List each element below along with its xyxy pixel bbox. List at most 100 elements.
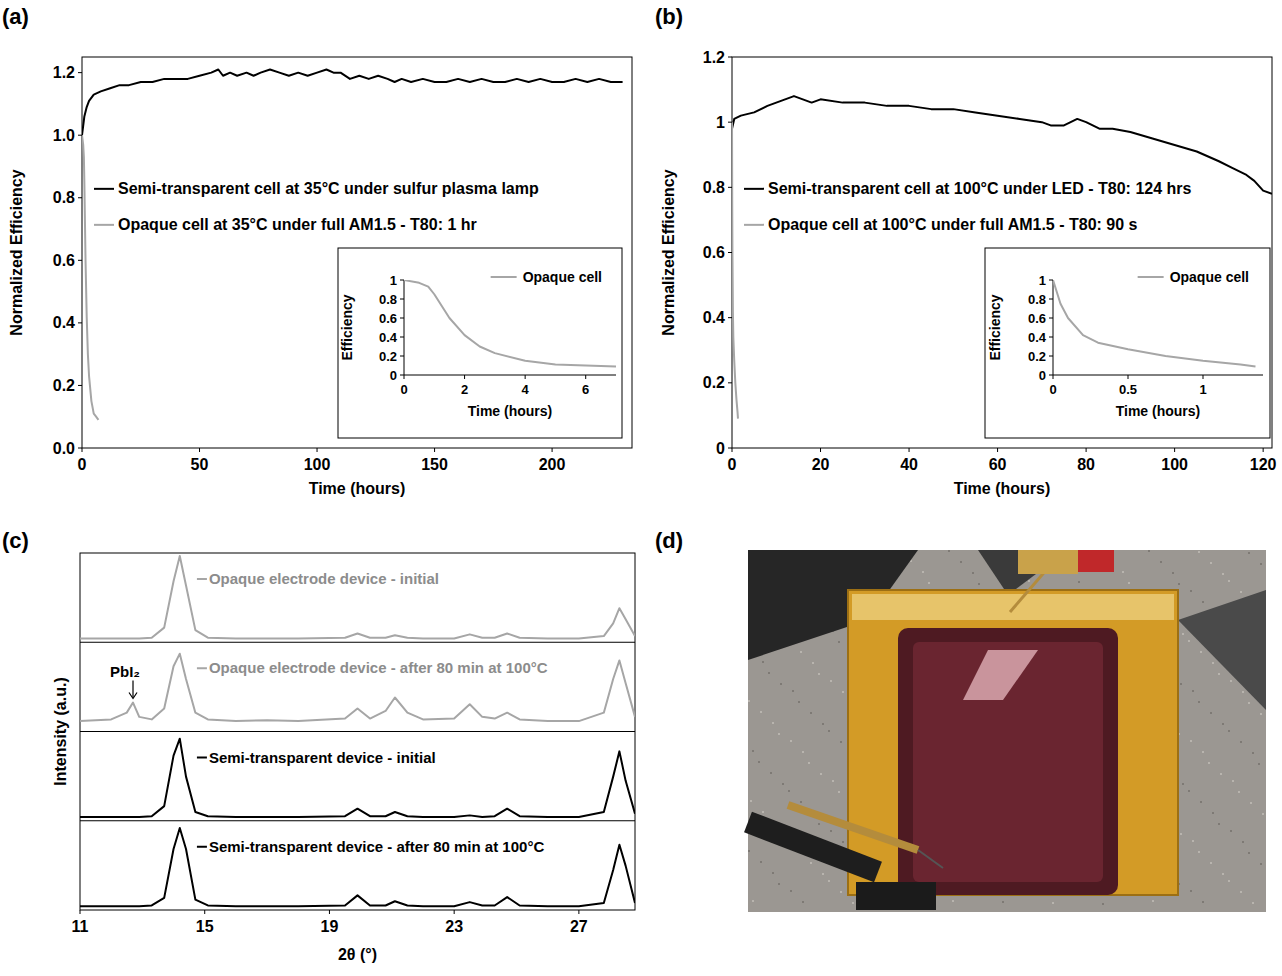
- speckle: [1252, 752, 1254, 754]
- speckle: [1258, 763, 1260, 765]
- y-axis: [404, 280, 405, 375]
- speckle: [778, 883, 780, 885]
- speckle: [830, 680, 832, 682]
- y-tick-label: 0.2: [1028, 349, 1046, 364]
- band-separator: [80, 731, 635, 732]
- speckle: [960, 561, 962, 563]
- series-label-swatch: [197, 846, 207, 848]
- speckle: [1202, 601, 1204, 603]
- speckle: [1180, 683, 1182, 685]
- legend-entry: Semi-transparent cell at 35°C under sulf…: [118, 180, 539, 197]
- speckle: [1202, 901, 1204, 903]
- speckle: [802, 751, 804, 753]
- x-axis-title: Time (hours): [309, 480, 406, 497]
- speckle: [842, 841, 844, 843]
- y-tick: [400, 375, 404, 376]
- x-tick-label: 4: [522, 382, 530, 397]
- x-tick-label: 0: [1049, 382, 1056, 397]
- y-tick: [728, 382, 732, 383]
- y-tick: [728, 187, 732, 188]
- speckle: [952, 900, 954, 902]
- y-tick: [400, 318, 404, 319]
- panel-label: (d): [655, 528, 683, 553]
- speckle: [972, 572, 974, 574]
- band-separator: [80, 820, 635, 821]
- speckle: [1240, 741, 1242, 743]
- x-tick-label: 27: [570, 918, 588, 935]
- speckle: [790, 890, 792, 892]
- y-tick-label: 1.2: [703, 49, 725, 66]
- speckle: [1250, 802, 1252, 804]
- y-tick-label: 0.6: [703, 244, 725, 261]
- speckle: [772, 872, 774, 874]
- x-tick: [732, 448, 733, 452]
- x-axis: [404, 375, 616, 376]
- speckle: [800, 801, 802, 803]
- speckle: [750, 800, 752, 802]
- y-tick-label: 0.8: [53, 189, 75, 206]
- speckle: [818, 673, 820, 675]
- speckle: [840, 891, 842, 893]
- y-tick: [1049, 356, 1053, 357]
- x-tick: [1203, 375, 1204, 379]
- speckle: [828, 880, 830, 882]
- x-tick-label: 20: [812, 456, 830, 473]
- speckle: [758, 761, 760, 763]
- panel-label: (c): [2, 528, 29, 553]
- x-tick-label: 6: [582, 382, 589, 397]
- x-tick: [1263, 448, 1264, 452]
- x-tick-label: 50: [191, 456, 209, 473]
- speckle: [1242, 691, 1244, 693]
- x-tick-label: 200: [539, 456, 566, 473]
- substrate: [848, 590, 1178, 895]
- y-axis-title: Normalized Efficiency: [8, 169, 25, 335]
- x-tick: [1174, 448, 1175, 452]
- speckle: [852, 902, 854, 904]
- probe-holder-red: [1078, 550, 1114, 572]
- plot-frame: [82, 57, 632, 448]
- speckle: [1102, 903, 1104, 905]
- x-tick-label: 0: [728, 456, 737, 473]
- x-tick-label: 1: [1199, 382, 1206, 397]
- speckle: [1210, 562, 1212, 564]
- y-tick-label: 1: [1039, 273, 1046, 288]
- y-tick: [78, 197, 82, 198]
- series-group: [80, 654, 635, 721]
- x-tick: [1128, 375, 1129, 379]
- speckle: [1198, 551, 1200, 553]
- speckle: [1248, 702, 1250, 704]
- series-group: [404, 280, 616, 366]
- y-tick-label: 0.8: [379, 292, 397, 307]
- x-axis-title: Time (hours): [954, 480, 1051, 497]
- speckle: [1222, 723, 1224, 725]
- x-tick-label: 40: [900, 456, 918, 473]
- speckle: [790, 740, 792, 742]
- x-axis: [1053, 375, 1263, 376]
- speckle: [1248, 852, 1250, 854]
- x-tick-label: 23: [445, 918, 463, 935]
- legend-swatch: [491, 276, 517, 278]
- speckle: [840, 741, 842, 743]
- reflection: [963, 650, 1038, 700]
- speckle: [1160, 561, 1162, 563]
- y-tick: [1049, 318, 1053, 319]
- y-tick-label: 0.6: [379, 311, 397, 326]
- x-tick-label: 120: [1250, 456, 1277, 473]
- pattern-line: [80, 739, 635, 817]
- speckle: [830, 830, 832, 832]
- speckle: [1212, 662, 1214, 664]
- y-tick-label: 0.8: [703, 179, 725, 196]
- x-tick-label: 150: [421, 456, 448, 473]
- y-axis-title: Efficiency: [339, 294, 355, 360]
- y-tick-label: 0.4: [53, 314, 75, 331]
- x-tick-label: 19: [321, 918, 339, 935]
- legend: Opaque cell: [1138, 269, 1249, 285]
- band-separator: [80, 642, 635, 643]
- photo-ground: [748, 550, 1266, 912]
- series-line: [732, 122, 738, 419]
- y-tick: [1049, 299, 1053, 300]
- speckle: [838, 641, 840, 643]
- x-tick: [464, 375, 465, 379]
- y-tick-label: 0.2: [379, 349, 397, 364]
- legend-swatch: [1138, 276, 1164, 278]
